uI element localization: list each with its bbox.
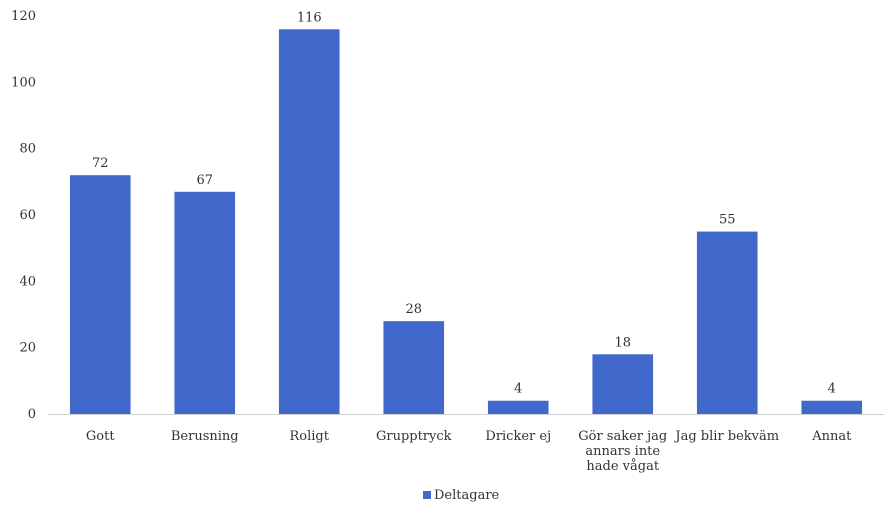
x-tick-label-line: annars inte — [585, 444, 660, 459]
data-label: 18 — [614, 335, 631, 350]
y-tick-label: 0 — [28, 407, 36, 422]
y-tick-label: 100 — [11, 75, 36, 90]
legend-label: Deltagare — [434, 488, 500, 503]
x-tick-label: Gör saker jag annars inte hade vågat — [578, 429, 667, 474]
x-tick-label: Annat — [811, 429, 852, 444]
y-tick-label: 40 — [19, 274, 36, 289]
legend-swatch — [423, 491, 431, 499]
bar — [488, 401, 549, 414]
x-tick-label: Gott — [86, 429, 115, 444]
data-label: 116 — [297, 10, 322, 25]
y-tick-label: 20 — [19, 341, 36, 356]
bar — [383, 321, 444, 414]
x-tick-label-line: Annat — [811, 429, 852, 444]
x-tick-label-line: Berusning — [171, 429, 239, 444]
legend: Deltagare — [423, 488, 500, 503]
data-label: 4 — [828, 382, 836, 397]
x-tick-label-line: Dricker ej — [485, 429, 551, 444]
x-tick-label-line: Grupptryck — [376, 429, 452, 444]
bar — [70, 175, 131, 414]
x-tick-label: Berusning — [171, 429, 239, 444]
y-tick-label: 120 — [11, 9, 36, 24]
x-tick-label-line: Gott — [86, 429, 115, 444]
data-label: 67 — [196, 173, 213, 188]
x-tick-label: Roligt — [290, 429, 330, 444]
x-tick-label: Dricker ej — [485, 429, 551, 444]
x-tick-label: Jag blir bekväm — [673, 429, 779, 444]
x-tick-label: Grupptryck — [376, 429, 452, 444]
data-label: 4 — [514, 382, 522, 397]
x-tick-label-line: hade vågat — [586, 458, 659, 474]
data-label: 28 — [405, 302, 422, 317]
category-labels: Gott Berusning Roligt Grupptryck Dricker ej G… — [86, 429, 852, 474]
bar — [697, 232, 758, 414]
y-axis-ticks: 0 20 40 60 80 100 120 — [11, 9, 36, 422]
data-label: 72 — [92, 156, 109, 171]
x-tick-label-line: Jag blir bekväm — [673, 429, 779, 444]
y-tick-label: 60 — [19, 208, 36, 223]
x-tick-label-line: Roligt — [290, 429, 330, 444]
data-label: 55 — [719, 213, 736, 228]
bar — [279, 29, 340, 414]
x-tick-label-line: Gör saker jag — [578, 429, 667, 444]
bars — [70, 29, 862, 414]
bar — [592, 354, 653, 414]
y-tick-label: 80 — [19, 142, 36, 157]
bar — [174, 192, 235, 414]
bar — [801, 401, 862, 414]
